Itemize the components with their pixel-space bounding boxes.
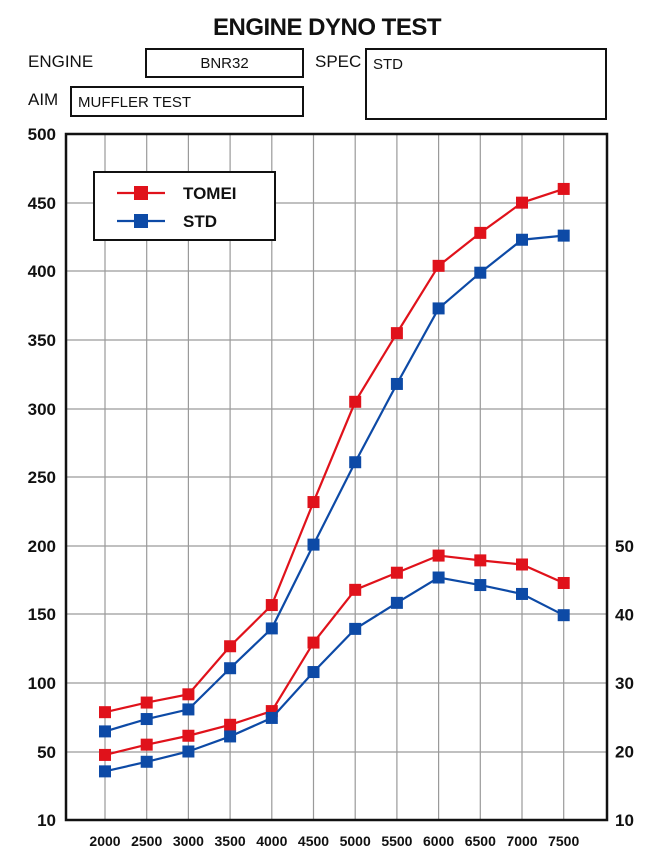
x-tick-label: 4500 [298, 833, 329, 849]
x-tick-label: 3500 [215, 833, 246, 849]
legend-marker-std [134, 214, 148, 228]
data-point-std [516, 588, 528, 600]
legend-marker-tomei [134, 186, 148, 200]
x-tick-label: 6500 [465, 833, 496, 849]
data-point-std [141, 713, 153, 725]
data-point-tomei [349, 584, 361, 596]
data-point-tomei [433, 550, 445, 562]
data-point-std [266, 712, 278, 724]
data-point-tomei [224, 640, 236, 652]
data-point-tomei [474, 554, 486, 566]
x-tick-label: 4000 [256, 833, 287, 849]
x-tick-label: 5500 [381, 833, 412, 849]
data-point-tomei [433, 260, 445, 272]
y-tick-label-left: 350 [28, 331, 56, 350]
data-point-tomei [182, 730, 194, 742]
x-tick-label: 2500 [131, 833, 162, 849]
x-tick-label: 7000 [506, 833, 537, 849]
data-point-std [474, 579, 486, 591]
data-point-tomei [99, 749, 111, 761]
data-point-std [99, 765, 111, 777]
data-point-std [266, 622, 278, 634]
y-tick-label-right: 20 [615, 743, 634, 762]
data-point-tomei [141, 697, 153, 709]
x-tick-label: 7500 [548, 833, 579, 849]
data-point-std [224, 662, 236, 674]
y-tick-label-right: 30 [615, 674, 634, 693]
y-tick-label-left: 500 [28, 125, 56, 144]
data-point-tomei [391, 327, 403, 339]
data-point-std [224, 730, 236, 742]
data-point-std [349, 456, 361, 468]
x-tick-label: 2000 [89, 833, 120, 849]
legend-label-std: STD [183, 212, 217, 231]
data-point-std [391, 378, 403, 390]
data-point-tomei [141, 739, 153, 751]
x-tick-label: 5000 [340, 833, 371, 849]
data-point-std [433, 302, 445, 314]
data-point-std [516, 234, 528, 246]
data-point-std [308, 666, 320, 678]
data-point-tomei [224, 719, 236, 731]
data-point-std [182, 746, 194, 758]
data-point-std [474, 267, 486, 279]
y-tick-label-left: 300 [28, 400, 56, 419]
y-tick-label-left: 150 [28, 605, 56, 624]
y-tick-label-left: 450 [28, 194, 56, 213]
data-point-std [391, 597, 403, 609]
y-tick-label-left: 10 [37, 811, 56, 830]
data-point-std [558, 230, 570, 242]
legend-label-tomei: TOMEI [183, 184, 237, 203]
data-point-tomei [516, 558, 528, 570]
data-point-tomei [182, 688, 194, 700]
data-point-std [182, 703, 194, 715]
data-point-tomei [391, 567, 403, 579]
data-point-tomei [266, 599, 278, 611]
data-point-tomei [558, 183, 570, 195]
y-tick-label-right: 40 [615, 606, 634, 625]
y-tick-label-left: 50 [37, 743, 56, 762]
data-point-tomei [349, 396, 361, 408]
data-point-tomei [308, 637, 320, 649]
y-tick-label-left: 100 [28, 674, 56, 693]
data-point-std [141, 756, 153, 768]
data-point-tomei [308, 496, 320, 508]
y-tick-label-right: 50 [615, 537, 634, 556]
x-tick-label: 6000 [423, 833, 454, 849]
data-point-tomei [99, 706, 111, 718]
y-tick-label-right: 10 [615, 811, 634, 830]
data-point-std [433, 572, 445, 584]
data-point-std [558, 609, 570, 621]
data-point-tomei [516, 197, 528, 209]
y-tick-label-left: 400 [28, 262, 56, 281]
x-tick-label: 3000 [173, 833, 204, 849]
data-point-std [99, 725, 111, 737]
data-point-tomei [558, 577, 570, 589]
data-point-std [308, 539, 320, 551]
y-tick-label-left: 250 [28, 468, 56, 487]
data-point-tomei [474, 227, 486, 239]
data-point-std [349, 623, 361, 635]
y-tick-label-left: 200 [28, 537, 56, 556]
